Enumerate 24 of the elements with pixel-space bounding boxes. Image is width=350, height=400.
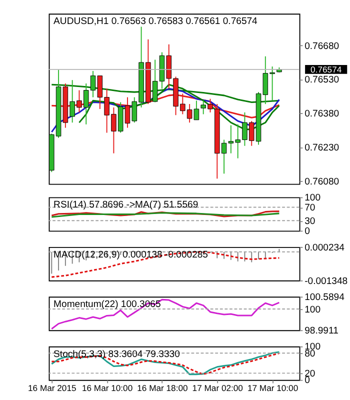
x-tick-label: 16 Mar 2015 xyxy=(28,382,76,393)
y-tick-label: 0 xyxy=(304,375,310,386)
y-tick-label: 100 xyxy=(304,192,321,204)
y-tick-label: 100 xyxy=(304,304,321,316)
x-tick-label: 16 Mar 18:00 xyxy=(137,382,188,393)
y-tick-label: 0.76530 xyxy=(304,74,340,86)
chart-title: RSI(14) 57.8696 ->MA(7) 51.5569 xyxy=(54,200,198,211)
y-tick-label: 0 xyxy=(304,226,310,238)
y-tick-label: 0.76230 xyxy=(304,142,340,154)
y-tick-label: -0.001348 xyxy=(304,276,348,287)
ref-line-label: 0.76574 xyxy=(310,64,342,74)
x-tick-label: 17 Mar 02:00 xyxy=(192,382,244,393)
y-tick-label: 0.76380 xyxy=(304,108,340,120)
y-tick-label: 30 xyxy=(304,216,316,227)
x-tick-label: 17 Mar 10:00 xyxy=(247,382,298,393)
y-tick-label: 70 xyxy=(304,202,316,214)
chart-title: MACD(12,26,9) 0.000138 -0.000285 xyxy=(54,249,208,260)
y-tick-label: 0.76680 xyxy=(304,40,340,52)
y-tick-label: 0.000234 xyxy=(304,242,346,254)
x-tick-label: 16 Mar 10:00 xyxy=(82,382,133,393)
y-tick-label: 100.5894 xyxy=(304,292,346,304)
y-tick-label: 98.9911 xyxy=(304,325,338,336)
y-tick-label: 0.76080 xyxy=(304,176,340,188)
chart-title: AUDUSD,H1 0.76563 0.76583 0.76561 0.76574 xyxy=(54,16,258,28)
